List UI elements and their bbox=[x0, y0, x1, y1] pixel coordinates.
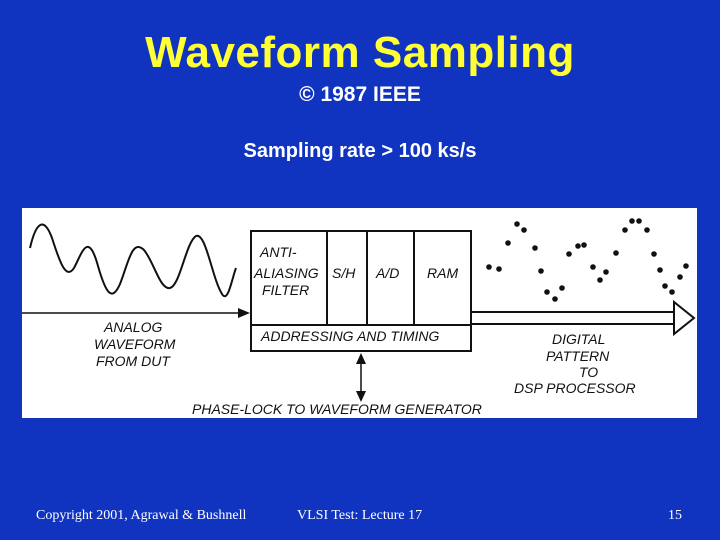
sample-dot bbox=[566, 251, 572, 257]
phase-lock-label: PHASE-LOCK TO WAVEFORM GENERATOR bbox=[192, 401, 482, 417]
copyright-notice: © 1987 IEEE bbox=[299, 83, 421, 106]
sample-dot bbox=[521, 227, 527, 233]
sampling-rate-text: Sampling rate > 100 ks/s bbox=[243, 140, 477, 162]
anti-label-3: FILTER bbox=[262, 282, 309, 298]
footer-course: VLSI Test: Lecture 17 bbox=[297, 508, 423, 523]
sample-dot bbox=[629, 218, 635, 224]
analog-label-2: WAVEFORM bbox=[94, 336, 176, 352]
anti-label-2: ALIASING bbox=[253, 265, 319, 281]
sample-dot bbox=[496, 266, 502, 272]
sample-dot bbox=[575, 243, 581, 249]
sampling-diagram: ANTI- ALIASING FILTER S/H A/D RAM ADDRES… bbox=[22, 208, 697, 418]
sample-dot bbox=[613, 250, 619, 256]
phase-lock-arrowhead-down bbox=[356, 391, 366, 402]
sample-dot bbox=[597, 277, 603, 283]
sample-dot bbox=[538, 268, 544, 274]
sample-dot bbox=[559, 285, 565, 291]
sample-dot bbox=[603, 269, 609, 275]
sample-dot bbox=[662, 283, 668, 289]
sample-hold-label: S/H bbox=[332, 265, 356, 281]
sample-dot bbox=[683, 263, 689, 269]
slide-title: Waveform Sampling bbox=[145, 28, 575, 77]
sample-dot bbox=[636, 218, 642, 224]
sample-dot bbox=[644, 227, 650, 233]
sample-dot bbox=[669, 289, 675, 295]
sample-dot bbox=[532, 245, 538, 251]
sample-dot bbox=[590, 264, 596, 270]
digital-label-1: DIGITAL bbox=[552, 331, 605, 347]
input-arrowhead bbox=[238, 308, 250, 318]
sample-dot bbox=[657, 267, 663, 273]
phase-lock-arrowhead-up bbox=[356, 353, 366, 364]
footer-page-number: 15 bbox=[668, 508, 682, 523]
diagram-svg: ANTI- ALIASING FILTER S/H A/D RAM ADDRES… bbox=[22, 218, 696, 417]
output-arrowhead bbox=[673, 299, 696, 337]
footer-copyright: Copyright 2001, Agrawal & Bushnell bbox=[36, 508, 247, 523]
analog-label-3: FROM DUT bbox=[96, 353, 171, 369]
addressing-label: ADDRESSING AND TIMING bbox=[260, 328, 439, 344]
digital-label-2: PATTERN bbox=[546, 348, 610, 364]
analog-waveform bbox=[29, 223, 237, 298]
sample-dot bbox=[677, 274, 683, 280]
processing-block bbox=[250, 230, 472, 352]
sample-dot bbox=[552, 296, 558, 302]
sample-dot bbox=[514, 221, 520, 227]
anti-label-1: ANTI- bbox=[259, 244, 297, 260]
ram-label: RAM bbox=[427, 265, 458, 281]
sample-dot bbox=[486, 264, 492, 270]
digital-label-4: DSP PROCESSOR bbox=[514, 380, 636, 396]
analog-label-1: ANALOG bbox=[103, 319, 162, 335]
sample-dot bbox=[544, 289, 550, 295]
sampled-points bbox=[486, 218, 689, 302]
sample-dot bbox=[622, 227, 628, 233]
sample-dot bbox=[651, 251, 657, 257]
sample-dot bbox=[505, 240, 511, 246]
ad-label: A/D bbox=[375, 265, 399, 281]
digital-label-3: TO bbox=[579, 364, 598, 380]
sample-dot bbox=[581, 242, 587, 248]
